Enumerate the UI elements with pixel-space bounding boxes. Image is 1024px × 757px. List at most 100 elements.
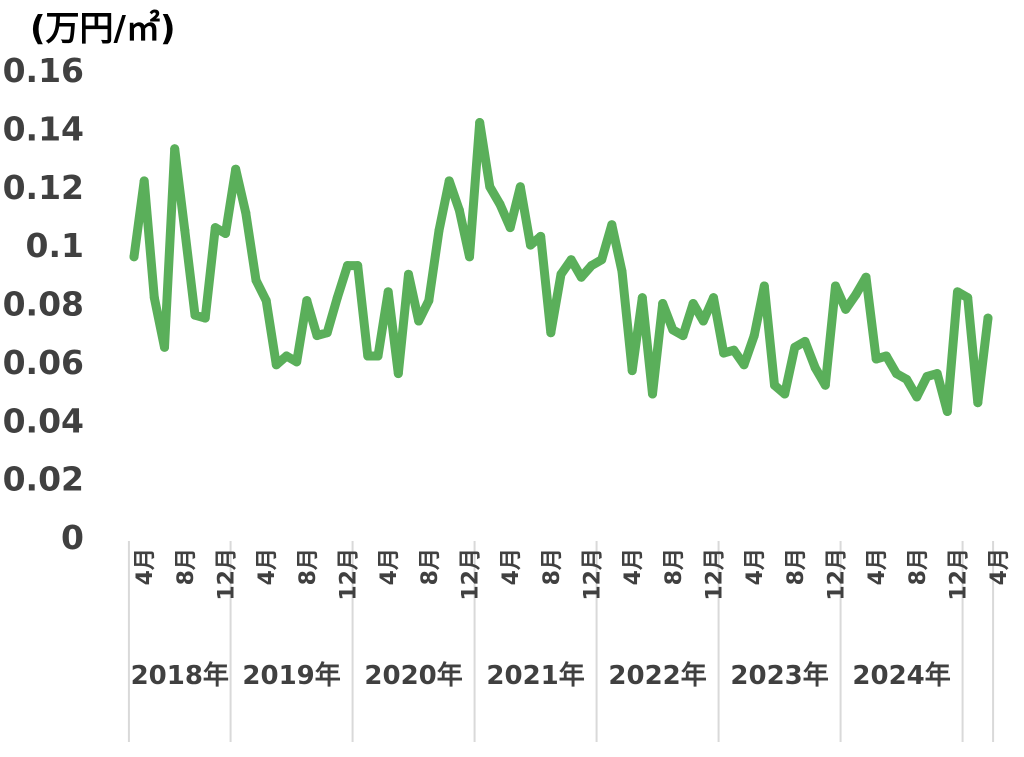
data-point (241, 208, 251, 218)
data-point (983, 313, 993, 323)
month-tick-label: 8月 (296, 548, 321, 585)
data-point (881, 351, 891, 361)
data-point (526, 240, 535, 250)
y-tick-label: 0.08 (3, 285, 84, 324)
month-tick-label: 12月 (337, 548, 362, 601)
data-point (597, 255, 607, 265)
month-tick-label: 12月 (215, 548, 240, 601)
data-point (892, 369, 901, 379)
data-point (831, 281, 840, 291)
y-tick-label: 0.02 (3, 460, 84, 499)
data-point (404, 269, 413, 279)
data-point (170, 144, 180, 154)
data-point (719, 348, 729, 358)
data-point (454, 205, 464, 215)
data-point (465, 252, 474, 262)
month-tick-label: 8月 (906, 548, 931, 585)
data-point (953, 287, 962, 297)
data-point (312, 331, 322, 341)
data-point (129, 252, 139, 262)
data-point (221, 228, 230, 238)
month-tick-label: 4月 (865, 548, 890, 585)
data-point (617, 266, 627, 276)
data-point (658, 299, 668, 308)
x-axis-category-structure: 4月 8月 12月 4月 8月 12月 4月 8月 12月 4月 8月 12月 4月 8月 12月 4月 8月 1… (127, 541, 1012, 742)
data-point (444, 176, 454, 186)
data-point (607, 220, 617, 230)
data-point (505, 223, 515, 233)
year-label: 2024年 (852, 660, 950, 691)
data-point (942, 406, 952, 416)
data-point (322, 328, 332, 338)
month-tick-label: 8月 (540, 548, 565, 585)
month-tick-label: 12月 (459, 548, 484, 601)
data-point (210, 223, 220, 233)
data-point (393, 369, 403, 379)
data-point (231, 164, 241, 174)
year-label: 2019年 (242, 660, 340, 691)
data-point (678, 331, 688, 341)
y-tick-label: 0.04 (3, 401, 84, 440)
series-layer (129, 118, 993, 416)
month-tick-label: 4月 (987, 548, 1012, 585)
month-tick-label: 4月 (377, 548, 402, 585)
y-axis-tick-labels: 0 0.02 0.04 0.06 0.08 0.1 0.12 0.14 0.16 (3, 51, 84, 557)
data-point (434, 226, 444, 236)
series-line (129, 118, 993, 416)
y-axis-unit-label: (万円/㎡) (30, 9, 176, 49)
month-tick-label: 4月 (133, 548, 158, 585)
data-point (790, 342, 800, 352)
data-point (770, 380, 779, 390)
data-point (556, 269, 566, 279)
y-tick-label: 0.14 (3, 109, 84, 148)
data-point (373, 351, 383, 361)
data-point (424, 296, 434, 306)
data-point (251, 275, 261, 285)
data-point (149, 293, 159, 303)
data-point (180, 226, 190, 236)
data-point (587, 261, 596, 271)
data-point (332, 293, 342, 303)
month-tick-label: 12月 (947, 548, 972, 601)
data-point (637, 293, 647, 303)
y-tick-label: 0.1 (26, 226, 84, 265)
year-label: 2023年 (730, 660, 828, 691)
data-point (282, 351, 291, 361)
year-label: 2018年 (131, 660, 229, 691)
data-point (688, 299, 698, 308)
data-point (271, 360, 281, 370)
data-point (353, 261, 363, 271)
month-tick-label: 4月 (743, 548, 768, 585)
data-point (973, 398, 983, 408)
data-point (160, 342, 169, 352)
data-point (739, 360, 749, 370)
month-tick-label: 12月 (703, 548, 728, 601)
data-point (902, 374, 912, 384)
month-tick-label: 8月 (784, 548, 809, 585)
data-point (932, 369, 942, 379)
data-point (546, 328, 556, 338)
data-point (709, 293, 718, 303)
year-label: 2021年 (486, 660, 584, 691)
data-point (627, 366, 637, 376)
data-point (566, 255, 576, 265)
data-point (922, 371, 932, 381)
data-point (963, 293, 973, 303)
data-point (698, 316, 708, 326)
data-point (292, 357, 302, 367)
month-tick-label: 12月 (825, 548, 850, 601)
data-point (495, 199, 505, 209)
data-point (800, 336, 810, 346)
month-tick-label: 8月 (174, 548, 199, 585)
y-tick-label: 0.12 (3, 168, 84, 207)
y-tick-label: 0 (61, 518, 84, 557)
data-point (851, 290, 861, 300)
data-point (536, 231, 546, 241)
data-point (841, 304, 851, 314)
data-point (729, 345, 739, 355)
data-point (190, 310, 200, 320)
y-tick-label: 0.06 (3, 343, 84, 382)
month-tick-label: 8月 (418, 548, 443, 585)
month-tick-label: 4月 (499, 548, 524, 585)
